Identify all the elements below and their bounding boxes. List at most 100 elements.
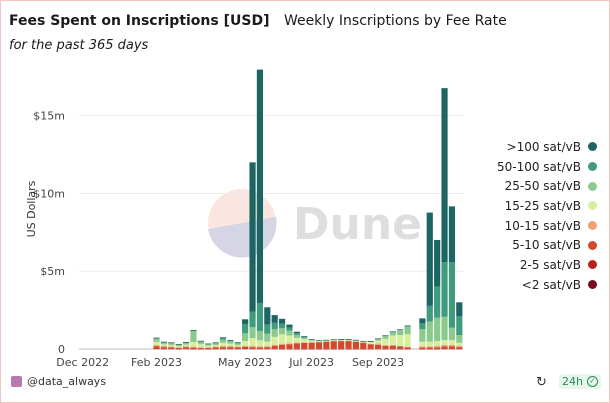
bar-segment [456, 335, 463, 343]
legend-item[interactable]: 2-5 sat/vB [477, 255, 597, 275]
bar-segment [448, 344, 456, 347]
check-circle-icon: ✓ [586, 376, 598, 387]
bar-segment [419, 347, 426, 349]
legend-item[interactable]: 50-100 sat/vB [477, 157, 597, 177]
x-tick-label: Sep 2023 [352, 356, 404, 369]
bar-segment [404, 346, 411, 348]
bar-segment [278, 348, 286, 350]
bar-segment [286, 330, 293, 336]
refresh-icon[interactable]: ↻ [536, 375, 547, 390]
bar-segment [271, 348, 278, 350]
author[interactable]: @data_always [11, 375, 106, 388]
bar-segment [338, 339, 345, 341]
bar-segment [448, 346, 456, 349]
bar-segment [389, 332, 396, 336]
bar-segment [182, 342, 190, 343]
bar-segment [456, 345, 463, 348]
bar-segment [227, 341, 234, 344]
bar-segment [286, 348, 293, 350]
bar-segment [434, 317, 441, 342]
bar-segment [389, 348, 396, 350]
bar-segment [367, 342, 374, 344]
bar-segment [367, 344, 374, 349]
bar-segment [153, 346, 160, 349]
bar-segment [168, 348, 175, 350]
y-tick-label: 0 [58, 343, 65, 356]
bar-segment [456, 316, 463, 335]
legend-item[interactable]: >100 sat/vB [477, 137, 597, 157]
bar-segment [448, 206, 456, 263]
bar-segment [397, 330, 404, 335]
bar-segment [345, 348, 352, 350]
bar-segment [345, 339, 352, 341]
bar-segment [308, 342, 315, 343]
bar-segment [264, 341, 271, 347]
x-tick-label: May 2023 [218, 356, 272, 369]
bar-segment [153, 337, 160, 339]
bar-segment [456, 302, 463, 317]
legend-label: <2 sat/vB [521, 277, 581, 292]
legend-item[interactable]: <2 sat/vB [477, 275, 597, 295]
bar-segment [293, 342, 300, 344]
bar-segment [352, 341, 360, 342]
bar-segment [160, 341, 168, 343]
bar-segment [278, 334, 286, 344]
bar-segment [168, 342, 175, 344]
legend-item[interactable]: 15-25 sat/vB [477, 196, 597, 216]
bar-segment [367, 341, 374, 342]
bar-segment [160, 345, 168, 348]
bar-segment [242, 341, 249, 346]
stacked-bar-chart: Dune 0 $5m $10m $15m US Dollars Dec 2022 Feb 20… [25, 69, 463, 369]
bar-segment [190, 342, 197, 347]
bar-segment [441, 348, 448, 350]
bar-segment [256, 347, 264, 349]
bar-segment [374, 338, 382, 340]
bar-segment [293, 334, 300, 338]
bar-segment [419, 346, 426, 348]
bar-segment [197, 341, 204, 342]
bar-segment [456, 347, 463, 349]
bar-segment [330, 339, 337, 340]
bar-segment [242, 346, 249, 349]
bar-segment [441, 262, 448, 317]
bar-segment [308, 348, 315, 350]
bar-segment [219, 347, 227, 349]
bar-segment [397, 329, 404, 330]
bar-segment [168, 343, 175, 345]
y-tick-label: $15m [33, 110, 65, 123]
legend-item[interactable]: 5-10 sat/vB [477, 235, 597, 255]
bar-segment [441, 344, 448, 347]
bar-segment [360, 342, 367, 344]
bar-segment [153, 348, 160, 350]
legend-swatch [588, 162, 597, 172]
bar-segment [293, 348, 300, 350]
bar-segment [160, 348, 168, 350]
chart-footer: @data_always ↻ 24h ✓ [1, 371, 609, 395]
bar-segment [441, 316, 448, 341]
bar-segment [308, 339, 315, 341]
bar-segment [234, 348, 241, 350]
bar-segment [419, 348, 426, 350]
bar-segment [404, 325, 411, 327]
bar-segment [434, 348, 441, 350]
bar-segment [175, 346, 182, 348]
bar-segment [434, 341, 441, 346]
bar-segment [227, 348, 234, 350]
bar-segment [404, 326, 411, 335]
bar-segment [227, 340, 234, 342]
legend-item[interactable]: 10-15 sat/vB [477, 216, 597, 236]
bar-segment [205, 343, 212, 345]
legend-item[interactable]: 25-50 sat/vB [477, 176, 597, 196]
x-tick-label: Feb 2023 [131, 356, 182, 369]
chart-subtitle: for the past 365 days [9, 38, 149, 53]
bar-segment [160, 342, 168, 343]
bar-segment [212, 343, 219, 345]
y-tick-label: $10m [33, 187, 65, 200]
bar-segment [271, 344, 278, 346]
bar-segment [441, 346, 448, 349]
bar-segment [190, 348, 197, 350]
bar-segment [190, 331, 197, 342]
bar-segment [278, 323, 286, 329]
bar-segment [160, 342, 168, 345]
